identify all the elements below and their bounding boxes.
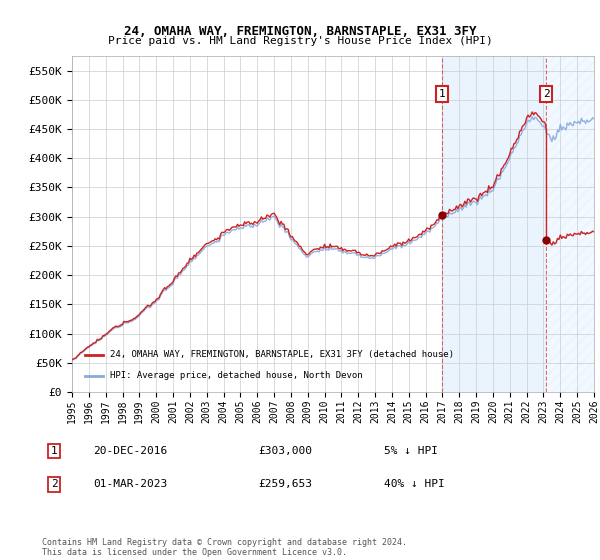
Text: 24, OMAHA WAY, FREMINGTON, BARNSTAPLE, EX31 3FY: 24, OMAHA WAY, FREMINGTON, BARNSTAPLE, E… (124, 25, 476, 38)
Text: 24, OMAHA WAY, FREMINGTON, BARNSTAPLE, EX31 3FY (detached house): 24, OMAHA WAY, FREMINGTON, BARNSTAPLE, E… (110, 351, 454, 360)
Text: 2: 2 (50, 479, 58, 489)
Text: Price paid vs. HM Land Registry's House Price Index (HPI): Price paid vs. HM Land Registry's House … (107, 36, 493, 46)
Text: £259,653: £259,653 (258, 479, 312, 489)
Text: HPI: Average price, detached house, North Devon: HPI: Average price, detached house, Nort… (110, 371, 363, 380)
Text: Contains HM Land Registry data © Crown copyright and database right 2024.
This d: Contains HM Land Registry data © Crown c… (42, 538, 407, 557)
Text: 20-DEC-2016: 20-DEC-2016 (93, 446, 167, 456)
Text: 1: 1 (439, 89, 445, 99)
Text: £303,000: £303,000 (258, 446, 312, 456)
Text: 1: 1 (50, 446, 58, 456)
Text: 40% ↓ HPI: 40% ↓ HPI (384, 479, 445, 489)
Text: 01-MAR-2023: 01-MAR-2023 (93, 479, 167, 489)
Text: 5% ↓ HPI: 5% ↓ HPI (384, 446, 438, 456)
Text: 2: 2 (543, 89, 550, 99)
